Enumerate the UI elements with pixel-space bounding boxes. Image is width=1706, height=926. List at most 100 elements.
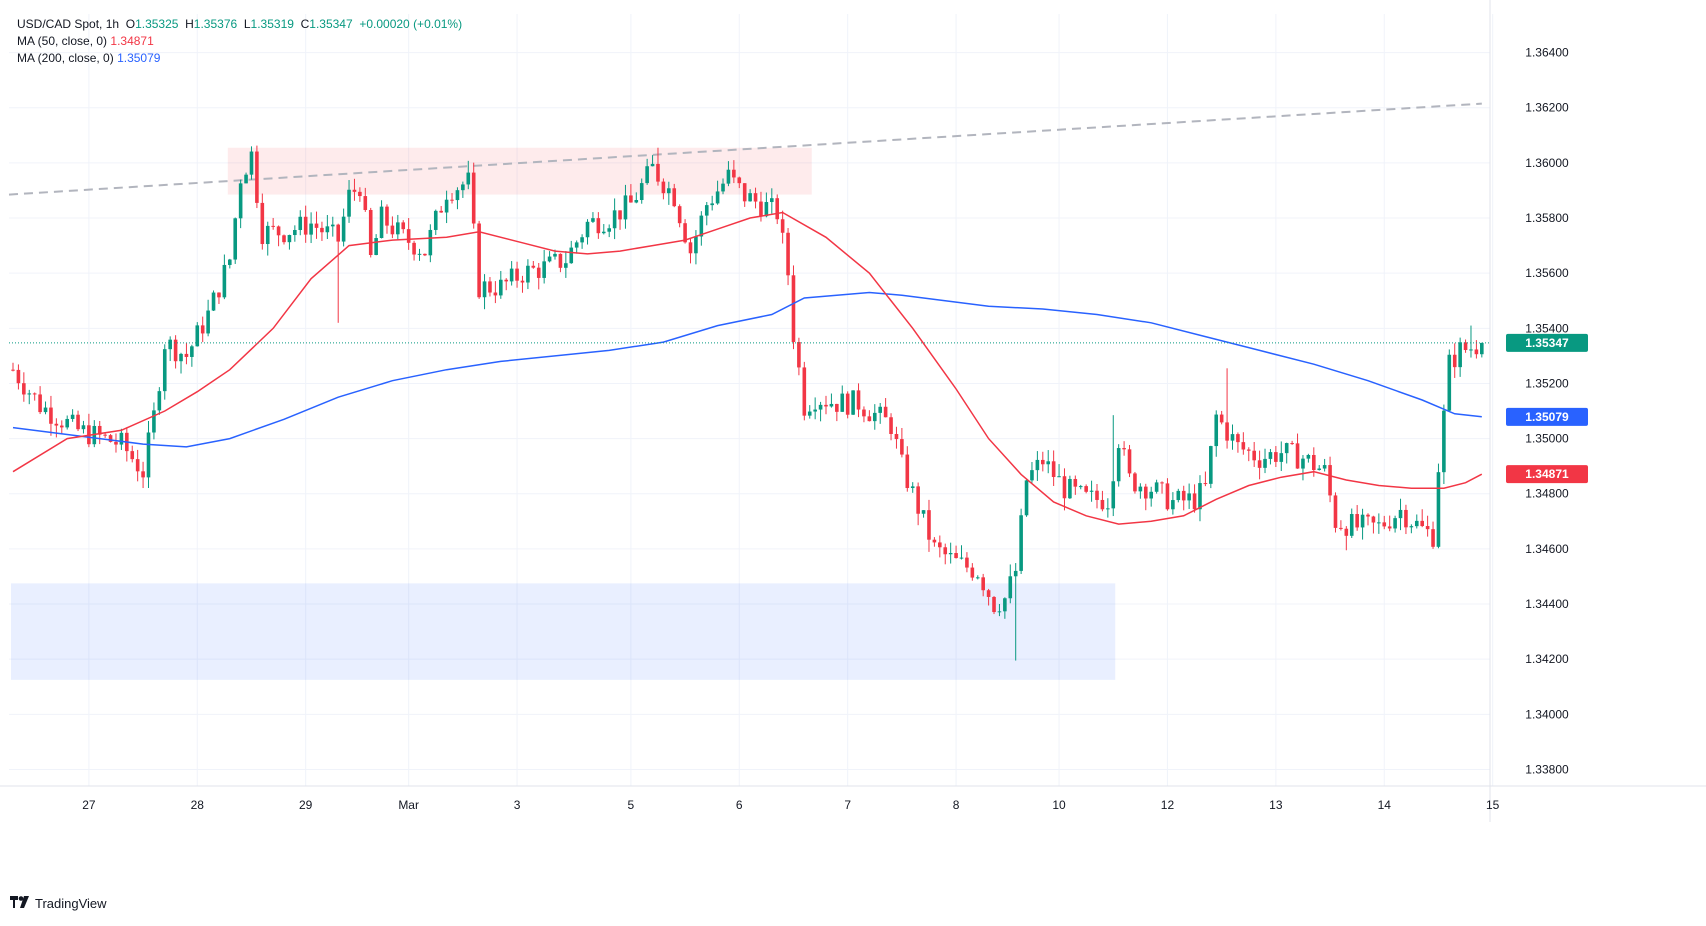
candle-body bbox=[471, 172, 476, 224]
ma50-label: MA (50, close, 0) bbox=[17, 34, 108, 48]
candle-body bbox=[699, 215, 704, 237]
candle-body bbox=[667, 188, 671, 194]
candle-body bbox=[1192, 493, 1197, 510]
candle-body bbox=[336, 224, 340, 242]
candle-body bbox=[314, 223, 319, 228]
candle-body bbox=[157, 391, 162, 411]
y-tick-label: 1.33800 bbox=[1525, 762, 1569, 776]
candle-body bbox=[1041, 459, 1045, 465]
candle-body bbox=[70, 414, 75, 419]
candle-body bbox=[1008, 576, 1013, 599]
candle-body bbox=[856, 390, 861, 410]
ma50-value: 1.34871 bbox=[110, 34, 154, 48]
candle-body bbox=[596, 218, 601, 234]
candle-body bbox=[341, 216, 346, 242]
candle-body bbox=[1062, 476, 1067, 499]
candle-body bbox=[1252, 450, 1256, 461]
x-tick-label: 12 bbox=[1161, 798, 1175, 812]
candle-body bbox=[650, 163, 655, 167]
candle-body bbox=[287, 235, 292, 243]
candle-body bbox=[623, 195, 628, 220]
candle-body bbox=[1116, 448, 1121, 482]
candle-body bbox=[710, 203, 714, 206]
price-label-text: 1.35079 bbox=[1525, 410, 1569, 424]
candle-body bbox=[1425, 526, 1430, 530]
candle-body bbox=[916, 486, 920, 514]
candle-body bbox=[1225, 422, 1229, 441]
price-label-text: 1.34871 bbox=[1525, 467, 1569, 481]
candle-body bbox=[1068, 478, 1072, 499]
candle-body bbox=[390, 225, 395, 235]
candle-body bbox=[1360, 514, 1365, 528]
candle-body bbox=[368, 209, 373, 255]
x-tick-label: 10 bbox=[1052, 798, 1066, 812]
candle-body bbox=[1143, 486, 1148, 499]
candle-body bbox=[59, 425, 64, 428]
candle-body bbox=[732, 169, 736, 178]
candle-body bbox=[612, 210, 617, 229]
candle-body bbox=[629, 195, 633, 203]
y-tick-label: 1.36000 bbox=[1525, 156, 1569, 170]
y-tick-label: 1.36200 bbox=[1525, 101, 1569, 115]
symbol-label[interactable]: USD/CAD Spot, 1h bbox=[17, 17, 120, 31]
candle-body bbox=[564, 263, 568, 268]
candle-body bbox=[704, 205, 709, 216]
candle-body bbox=[585, 221, 590, 238]
legend-ma50-row[interactable]: MA (50, close, 0) 1.34871 bbox=[17, 33, 462, 50]
y-tick-label: 1.34400 bbox=[1525, 597, 1569, 611]
candle-body bbox=[455, 190, 460, 201]
candle-body bbox=[184, 353, 189, 357]
candle-body bbox=[1404, 509, 1408, 528]
legend-ma200-row[interactable]: MA (200, close, 0) 1.35079 bbox=[17, 50, 462, 67]
candle-body bbox=[715, 191, 720, 204]
candle-body bbox=[818, 404, 823, 410]
candle-body bbox=[807, 411, 812, 416]
candle-body bbox=[1431, 529, 1435, 547]
x-tick-label: 13 bbox=[1269, 798, 1283, 812]
candle-body bbox=[108, 435, 113, 442]
candle-body bbox=[1333, 495, 1338, 528]
candle-body bbox=[249, 151, 254, 175]
candle-body bbox=[775, 198, 780, 220]
candle-body bbox=[499, 279, 503, 296]
candle-body bbox=[1414, 520, 1419, 527]
candle-body bbox=[1339, 527, 1343, 529]
candle-body bbox=[1436, 472, 1441, 547]
candle-body bbox=[433, 210, 438, 230]
candle-body bbox=[1160, 482, 1164, 484]
tradingview-brand[interactable]: TradingView bbox=[10, 895, 107, 911]
candle-body bbox=[477, 223, 481, 298]
ma200-label: MA (200, close, 0) bbox=[17, 51, 114, 65]
candle-body bbox=[1171, 500, 1175, 510]
candle-body bbox=[580, 237, 584, 243]
y-tick-label: 1.35200 bbox=[1525, 376, 1569, 390]
candle-body bbox=[1447, 354, 1452, 411]
tradingview-name: TradingView bbox=[35, 895, 107, 911]
candle-body bbox=[1013, 570, 1018, 577]
candle-body bbox=[119, 432, 124, 445]
candle-body bbox=[1019, 515, 1023, 571]
candle-body bbox=[1165, 483, 1170, 510]
candle-body bbox=[553, 253, 557, 257]
candle-body bbox=[558, 253, 563, 268]
candle-body bbox=[168, 339, 172, 350]
candle-body bbox=[461, 184, 465, 191]
candle-body bbox=[358, 191, 362, 197]
candle-body bbox=[450, 199, 454, 201]
resistance-zone bbox=[227, 147, 812, 195]
candle-body bbox=[607, 228, 611, 232]
candle-body bbox=[997, 611, 1002, 613]
y-tick-label: 1.35800 bbox=[1525, 211, 1569, 225]
candle-body bbox=[824, 404, 828, 407]
candle-body bbox=[1317, 468, 1322, 471]
candle-body bbox=[1284, 443, 1289, 454]
candle-body bbox=[900, 439, 904, 455]
candle-body bbox=[764, 202, 769, 217]
candle-body bbox=[466, 172, 471, 185]
change-value: +0.00020 (+0.01%) bbox=[359, 17, 463, 31]
y-tick-label: 1.34200 bbox=[1525, 652, 1569, 666]
candle-body bbox=[867, 416, 872, 422]
candle-body bbox=[298, 216, 303, 231]
